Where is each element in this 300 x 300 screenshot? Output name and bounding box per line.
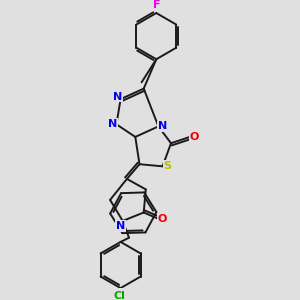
Text: N: N: [116, 221, 125, 231]
Text: F: F: [152, 1, 160, 10]
Text: O: O: [189, 132, 199, 142]
Text: O: O: [158, 214, 167, 224]
Text: Cl: Cl: [114, 291, 126, 300]
Text: N: N: [108, 119, 117, 129]
Text: S: S: [164, 161, 172, 171]
Text: N: N: [158, 122, 167, 131]
Text: N: N: [113, 92, 122, 102]
